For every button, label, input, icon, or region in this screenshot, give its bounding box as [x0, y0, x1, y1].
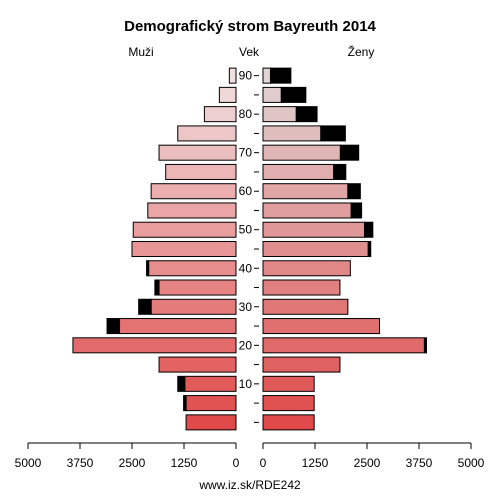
male-x-tick-label: 2500 — [119, 456, 146, 470]
age-tick-label: 60 — [239, 184, 253, 198]
female-x-axis: 0 1250 2500 3750 5000 — [260, 442, 485, 470]
age-tick-label: 90 — [239, 69, 253, 83]
male-bar — [119, 318, 237, 335]
age-tick-label: 70 — [239, 146, 253, 160]
male-bar — [165, 163, 237, 180]
male-label: Muži — [128, 45, 153, 59]
female-excess-bar — [320, 125, 346, 142]
female-bar — [262, 125, 322, 142]
female-bar — [262, 356, 341, 373]
male-bar — [203, 106, 237, 123]
female-bar — [262, 318, 380, 335]
female-bar — [262, 279, 341, 296]
male-bar — [158, 279, 237, 296]
male-bar — [72, 337, 237, 354]
female-excess-bar — [423, 337, 427, 354]
female-bar — [262, 86, 282, 103]
female-label: Ženy — [348, 44, 375, 59]
female-bar — [262, 395, 315, 412]
male-bar — [185, 395, 237, 412]
female-bar — [262, 183, 349, 200]
male-x-tick-label: 3750 — [67, 456, 94, 470]
female-excess-bar — [339, 144, 360, 161]
age-tick-label: 80 — [239, 107, 253, 121]
male-bar — [132, 221, 237, 238]
female-bar — [262, 106, 297, 123]
male-excess-bar — [146, 260, 150, 277]
female-bar — [262, 67, 271, 84]
female-excess-bar — [295, 106, 318, 123]
male-bar — [185, 414, 237, 431]
male-bars — [72, 67, 237, 431]
male-bar — [148, 260, 237, 277]
female-excess-bar — [333, 163, 347, 180]
female-x-tick-label: 5000 — [458, 456, 485, 470]
age-axis: 10 20 30 40 50 60 70 80 90 — [239, 69, 259, 423]
male-x-tick-label: 0 — [233, 456, 240, 470]
male-bar — [228, 67, 237, 84]
male-x-tick-label: 1250 — [171, 456, 198, 470]
male-bar — [177, 125, 237, 142]
female-x-tick-label: 2500 — [354, 456, 381, 470]
age-axis-label: Vek — [239, 45, 260, 59]
female-bar — [262, 144, 341, 161]
male-bar — [150, 183, 237, 200]
female-bar — [262, 414, 315, 431]
female-excess-bar — [367, 240, 372, 258]
age-tick-label: 10 — [239, 377, 253, 391]
female-excess-bar — [347, 183, 361, 200]
female-excess-bar — [280, 86, 307, 103]
male-x-tick-label: 5000 — [15, 456, 42, 470]
male-bar — [218, 86, 237, 103]
female-excess-bar — [350, 202, 363, 219]
female-bar — [262, 221, 366, 238]
male-bar — [131, 240, 237, 258]
age-tick-label: 30 — [239, 300, 253, 314]
male-excess-bar — [183, 395, 187, 412]
female-excess-bar — [269, 67, 292, 84]
female-bar — [262, 163, 335, 180]
male-bar — [158, 144, 237, 161]
age-tick-label: 50 — [239, 223, 253, 237]
male-x-axis: 5000 3750 2500 1250 0 — [15, 442, 240, 470]
male-excess-bar — [106, 318, 121, 335]
age-tick-label: 40 — [239, 261, 253, 275]
female-bars — [262, 67, 427, 431]
male-excess-bar — [154, 279, 160, 296]
male-bar — [158, 356, 237, 373]
female-bar — [262, 337, 425, 354]
female-x-tick-label: 0 — [260, 456, 267, 470]
source-footer: www.iz.sk/RDE242 — [198, 478, 301, 492]
male-bar — [184, 375, 237, 392]
male-excess-bar — [177, 375, 186, 392]
female-bar — [262, 202, 352, 219]
age-tick-label: 20 — [239, 338, 253, 352]
female-x-tick-label: 3750 — [406, 456, 433, 470]
female-x-tick-label: 1250 — [302, 456, 329, 470]
female-bar — [262, 260, 351, 277]
female-bar — [262, 298, 349, 315]
female-bar — [262, 240, 369, 258]
male-bar — [147, 202, 237, 219]
male-bar — [150, 298, 237, 315]
chart-title: Demografický strom Bayreuth 2014 — [124, 18, 376, 35]
female-bar — [262, 375, 315, 392]
female-excess-bar — [364, 221, 374, 238]
male-excess-bar — [138, 298, 152, 315]
